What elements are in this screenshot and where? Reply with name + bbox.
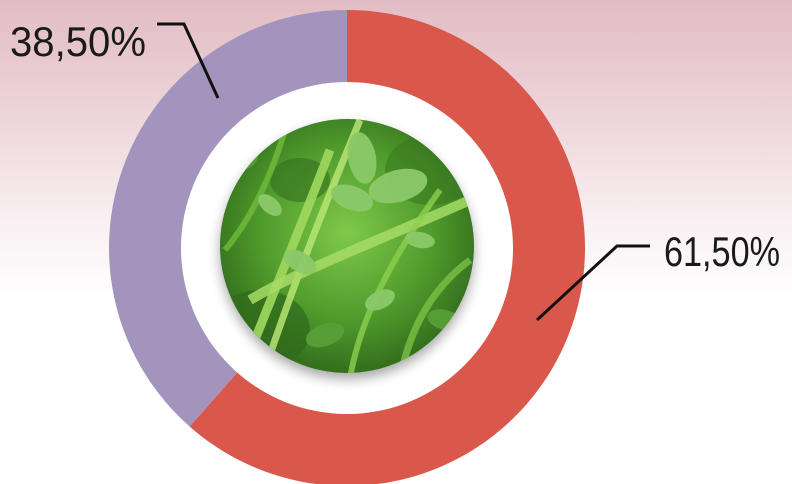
leader-line-2: [157, 22, 220, 99]
leader-lines: [157, 22, 650, 322]
slice-labels: 61,50% 38,50%: [10, 18, 780, 275]
leader-line-1: [535, 244, 650, 322]
slice-label-1: 61,50%: [664, 228, 780, 275]
slice-label-2: 38,50%: [10, 18, 146, 65]
